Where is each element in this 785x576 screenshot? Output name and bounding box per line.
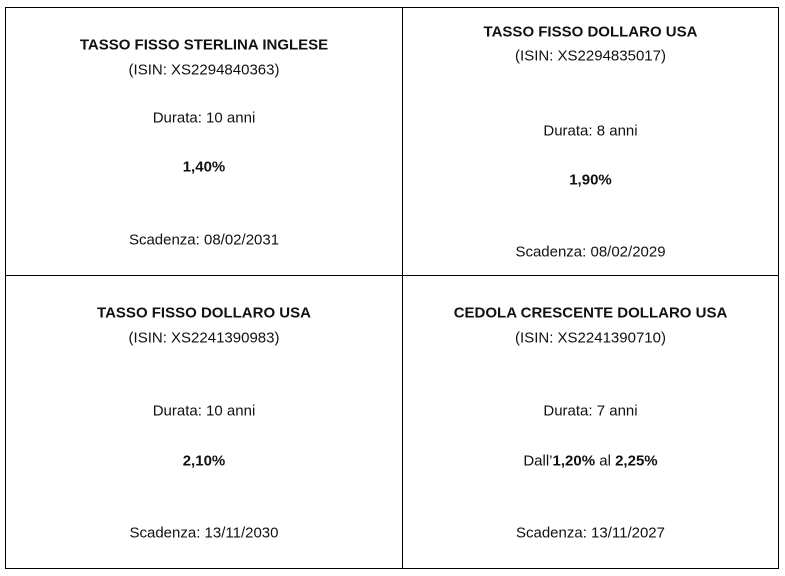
bond-title: TASSO FISSO DOLLARO USA xyxy=(97,304,311,322)
isin: (ISIN: XS2241390983) xyxy=(128,329,280,347)
rate: 1,90% xyxy=(403,172,778,189)
isin: (ISIN: XS2294835017) xyxy=(515,47,666,65)
bond-title: CEDOLA CRESCENTE DOLLARO USA xyxy=(453,304,728,322)
table-cell: CEDOLA CRESCENTE DOLLARO USA (ISIN: XS224… xyxy=(402,275,779,569)
duration: Durata: 10 anni xyxy=(152,109,256,127)
table-cell: TASSO FISSO STERLINA INGLESE (ISIN: XS229… xyxy=(5,7,403,276)
isin: (ISIN: XS2241390710) xyxy=(515,329,666,347)
rate-part: Dall’ xyxy=(523,452,553,470)
rate-part: 2,10% xyxy=(182,452,226,470)
duration: Durata: 8 anni xyxy=(543,122,638,140)
maturity: Scadenza: 08/02/2029 xyxy=(515,243,666,261)
duration: Durata: 10 anni xyxy=(152,402,256,420)
bond-title: TASSO FISSO STERLINA INGLESE xyxy=(79,36,329,54)
rate: Dall’1,20% al 2,25% xyxy=(403,453,778,470)
maturity: Scadenza: 13/11/2027 xyxy=(515,524,665,542)
maturity: Scadenza: 13/11/2030 xyxy=(129,524,279,542)
maturity: Scadenza: 08/02/2031 xyxy=(128,231,280,249)
table-cell: TASSO FISSO DOLLARO USA (ISIN: XS22413909… xyxy=(5,275,403,569)
duration: Durata: 7 anni xyxy=(543,402,638,420)
rate: 2,10% xyxy=(6,453,402,470)
isin: (ISIN: XS2294840363) xyxy=(128,61,280,79)
rate-part: al xyxy=(595,452,616,470)
rate-part: 2,25% xyxy=(615,452,658,470)
table-cell: TASSO FISSO DOLLARO USA (ISIN: XS22948350… xyxy=(402,7,779,276)
rate: 1,40% xyxy=(6,159,402,176)
rate-part: 1,20% xyxy=(552,452,596,470)
rate-part: 1,90% xyxy=(569,171,612,189)
rate-part: 1,40% xyxy=(182,158,226,176)
bond-title: TASSO FISSO DOLLARO USA xyxy=(483,23,698,41)
